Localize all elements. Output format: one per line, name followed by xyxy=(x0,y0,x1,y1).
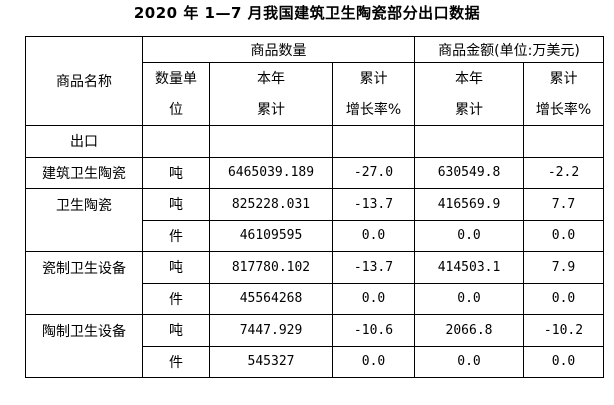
section-row-export: 出口 xyxy=(25,125,604,158)
header-row-line2: 位 累计 增长率% 累计 增长率% xyxy=(26,92,604,126)
table-row: 瓷制卫生设备 吨 817780.102 -13.7 414503.1 7.9 xyxy=(25,251,604,284)
product-name-cell xyxy=(25,346,143,378)
amount-cell: 416569.9 xyxy=(414,188,524,221)
qty-growth-cell: -13.7 xyxy=(332,251,415,284)
header-qty-cum-line2: 累计 xyxy=(209,92,333,126)
header-amt-cum-line2: 累计 xyxy=(414,92,524,126)
header-row-line1: 数量单 本年 累计 本年 累计 xyxy=(26,62,604,93)
qty-cell: 6465039.189 xyxy=(209,156,333,189)
amount-growth-cell: -2.2 xyxy=(523,156,604,189)
qty-growth-cell: -27.0 xyxy=(332,156,415,189)
table-row: 陶制卫生设备 吨 7447.929 -10.6 2066.8 -10.2 xyxy=(25,314,604,347)
product-name-cell xyxy=(25,283,143,315)
amount-growth-cell: 0.0 xyxy=(523,282,604,315)
table-row: 件 45564268 0.0 0.0 0.0 xyxy=(25,282,604,315)
amount-growth-cell: -10.2 xyxy=(523,314,604,347)
qty-cell: 545327 xyxy=(209,345,333,378)
unit-cell: 吨 xyxy=(142,314,210,347)
product-name-cell: 卫生陶瓷 xyxy=(25,188,143,220)
section-label: 出口 xyxy=(25,125,143,158)
page-title: 2020 年 1—7 月我国建筑卫生陶瓷部分出口数据 xyxy=(133,4,481,22)
header-product-name: 商品名称 xyxy=(25,36,143,126)
table-row: 卫生陶瓷 吨 825228.031 -13.7 416569.9 7.7 xyxy=(25,188,604,221)
header-qty-growth-line1: 累计 xyxy=(332,62,415,93)
header-amt-cum-line1: 本年 xyxy=(414,62,524,93)
qty-growth-cell: -13.7 xyxy=(332,188,415,221)
header-unit-line1: 数量单 xyxy=(142,62,210,93)
header-group-amount: 商品金额(单位:万美元) xyxy=(414,36,604,63)
product-name-cell: 瓷制卫生设备 xyxy=(25,251,143,283)
amount-growth-cell: 7.7 xyxy=(523,188,604,221)
header-group-quantity: 商品数量 xyxy=(142,36,415,63)
amount-growth-cell: 0.0 xyxy=(523,219,604,252)
unit-cell: 件 xyxy=(142,282,210,315)
header-amt-growth-line2: 增长率% xyxy=(523,92,604,126)
amount-cell: 2066.8 xyxy=(414,314,524,347)
product-name-cell: 陶制卫生设备 xyxy=(25,314,143,346)
qty-growth-cell: 0.0 xyxy=(332,219,415,252)
qty-cell: 7447.929 xyxy=(209,314,333,347)
qty-cell: 825228.031 xyxy=(209,188,333,221)
header-amt-growth-line1: 累计 xyxy=(523,62,604,93)
amount-cell: 630549.8 xyxy=(414,156,524,189)
amount-growth-cell: 0.0 xyxy=(523,345,604,378)
qty-cell: 817780.102 xyxy=(209,251,333,284)
table-row: 件 46109595 0.0 0.0 0.0 xyxy=(25,219,604,252)
header-row-groups: 商品名称 商品数量 商品金额(单位:万美元) xyxy=(25,36,604,126)
table-row: 件 545327 0.0 0.0 0.0 xyxy=(25,345,604,378)
qty-cell: 46109595 xyxy=(209,219,333,252)
header-unit-line2: 位 xyxy=(142,92,210,126)
amount-cell: 414503.1 xyxy=(414,251,524,284)
unit-cell: 吨 xyxy=(142,251,210,284)
unit-cell: 吨 xyxy=(142,188,210,221)
unit-cell: 件 xyxy=(142,219,210,252)
header-qty-cum-line1: 本年 xyxy=(209,62,333,93)
amount-growth-cell: 7.9 xyxy=(523,251,604,284)
amount-cell: 0.0 xyxy=(414,345,524,378)
qty-growth-cell: 0.0 xyxy=(332,282,415,315)
amount-cell: 0.0 xyxy=(414,219,524,252)
qty-cell: 45564268 xyxy=(209,282,333,315)
product-name-cell: 建筑卫生陶瓷 xyxy=(25,156,143,189)
amount-cell: 0.0 xyxy=(414,282,524,315)
unit-cell: 件 xyxy=(142,345,210,378)
qty-growth-cell: 0.0 xyxy=(332,345,415,378)
product-name-cell xyxy=(25,220,143,252)
unit-cell: 吨 xyxy=(142,156,210,189)
table-row: 建筑卫生陶瓷 吨 6465039.189 -27.0 630549.8 -2.2 xyxy=(25,156,604,189)
header-qty-growth-line2: 增长率% xyxy=(332,92,415,126)
export-data-table: 商品名称 商品数量 商品金额(单位:万美元) 数量单 本年 累计 本年 累计 位… xyxy=(25,36,604,378)
qty-growth-cell: -10.6 xyxy=(332,314,415,347)
